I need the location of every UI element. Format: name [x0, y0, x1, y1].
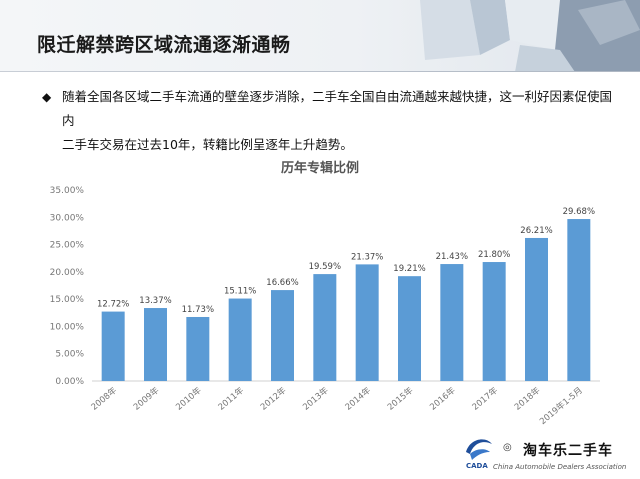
cada-logo-icon: CADA [466, 439, 492, 470]
bar [525, 237, 548, 381]
data-label: 15.11% [224, 287, 256, 297]
y-tick-label: 10.00% [50, 322, 85, 332]
data-label: 21.43% [436, 252, 468, 262]
x-tick-label: 2008年 [89, 385, 120, 413]
data-label: 12.72% [97, 300, 129, 310]
chart-title: 历年专辑比例 [280, 161, 359, 176]
y-tick-label: 35.00% [50, 186, 85, 196]
data-label: 26.21% [520, 226, 552, 236]
y-tick-label: 20.00% [50, 268, 85, 278]
x-tick-label: 2014年 [343, 385, 374, 413]
y-tick-label: 25.00% [50, 241, 85, 251]
x-tick-label: 2019年1-5月 [537, 385, 584, 427]
bar [313, 274, 337, 381]
data-label: 19.21% [393, 264, 425, 274]
bar [228, 298, 252, 381]
wechat-icon: ◎ [503, 442, 512, 453]
bar [101, 311, 125, 381]
data-label: 21.37% [351, 252, 383, 262]
y-tick-label: 30.00% [50, 213, 85, 223]
page-title: 限迁解禁跨区域流通逐渐通畅 [37, 34, 291, 56]
x-tick-label: 2013年 [301, 385, 332, 413]
data-label: 21.80% [478, 250, 510, 260]
org-subtitle: China Automobile Dealers Association [493, 463, 627, 471]
x-tick-label: 2017年 [470, 385, 501, 413]
data-label: 13.37% [139, 296, 171, 306]
bullet-diamond-icon: ◆ [42, 90, 52, 104]
bar [567, 219, 591, 381]
x-tick-label: 2015年 [385, 385, 416, 413]
header-divider [0, 71, 640, 72]
y-tick-label: 15.00% [50, 295, 85, 305]
bar [144, 308, 167, 381]
bar [398, 276, 421, 381]
header-cube-graphic [420, 0, 640, 72]
x-tick-label: 2010年 [174, 385, 205, 413]
description-line-1: 随着全国各区域二手车流通的壁垒逐步消除，二手车全国自由流通越来越快捷，这一利好因… [62, 89, 613, 128]
data-label: 29.68% [563, 207, 595, 217]
x-tick-label: 2016年 [428, 385, 459, 413]
logo-text: CADA [466, 462, 488, 470]
bar [271, 290, 294, 381]
data-label: 19.59% [309, 262, 341, 272]
bar [482, 262, 506, 381]
bar [355, 264, 379, 381]
data-label: 11.73% [182, 305, 214, 315]
bar [186, 316, 210, 381]
watermark-text: 淘车乐二手车 [523, 443, 613, 459]
y-tick-label: 0.00% [55, 377, 84, 387]
bar [440, 264, 464, 381]
slide-header: 限迁解禁跨区域流通逐渐通畅 [0, 0, 640, 72]
description-text: 随着全国各区域二手车流通的壁垒逐步消除，二手车全国自由流通越来越快捷，这一利好因… [62, 85, 622, 157]
data-label: 16.66% [266, 278, 298, 288]
x-tick-label: 2018年 [512, 385, 543, 413]
x-tick-label: 2011年 [216, 385, 247, 413]
y-tick-label: 5.00% [55, 350, 84, 360]
x-tick-label: 2012年 [258, 385, 289, 413]
description-line-2: 二手车交易在过去10年，转籍比例呈逐年上升趋势。 [62, 137, 353, 152]
x-tick-label: 2009年 [131, 385, 162, 413]
